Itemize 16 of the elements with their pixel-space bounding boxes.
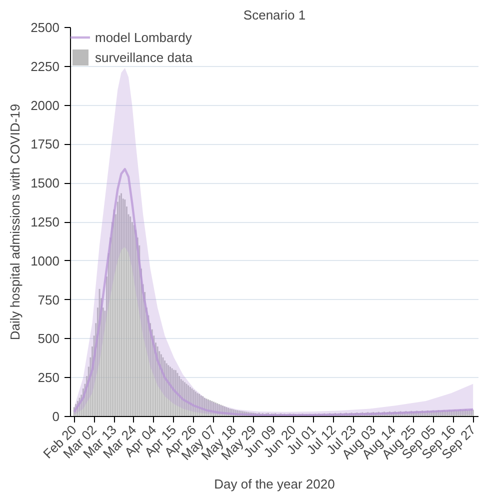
y-tick-label: 2000 <box>30 98 60 113</box>
y-tick-label: 1000 <box>30 253 60 268</box>
y-axis-title: Daily hospital admissions with COVID-19 <box>8 104 23 340</box>
y-tick-label: 2500 <box>30 20 60 35</box>
legend-label: model Lombardy <box>95 30 192 44</box>
y-tick-label: 1750 <box>30 136 60 152</box>
y-tick-label: 250 <box>38 370 60 386</box>
y-tick-label: 500 <box>38 331 60 346</box>
y-tick-label: 1500 <box>30 176 60 191</box>
chart-title: Scenario 1 <box>243 8 306 22</box>
y-tick-label: 0 <box>52 409 60 424</box>
x-axis-title: Day of the year 2020 <box>214 476 335 492</box>
y-tick-label: 750 <box>38 292 60 308</box>
y-tick-label: 2250 <box>30 58 60 74</box>
y-tick-label: 1250 <box>30 214 60 230</box>
legend-label: surveillance data <box>95 50 193 64</box>
